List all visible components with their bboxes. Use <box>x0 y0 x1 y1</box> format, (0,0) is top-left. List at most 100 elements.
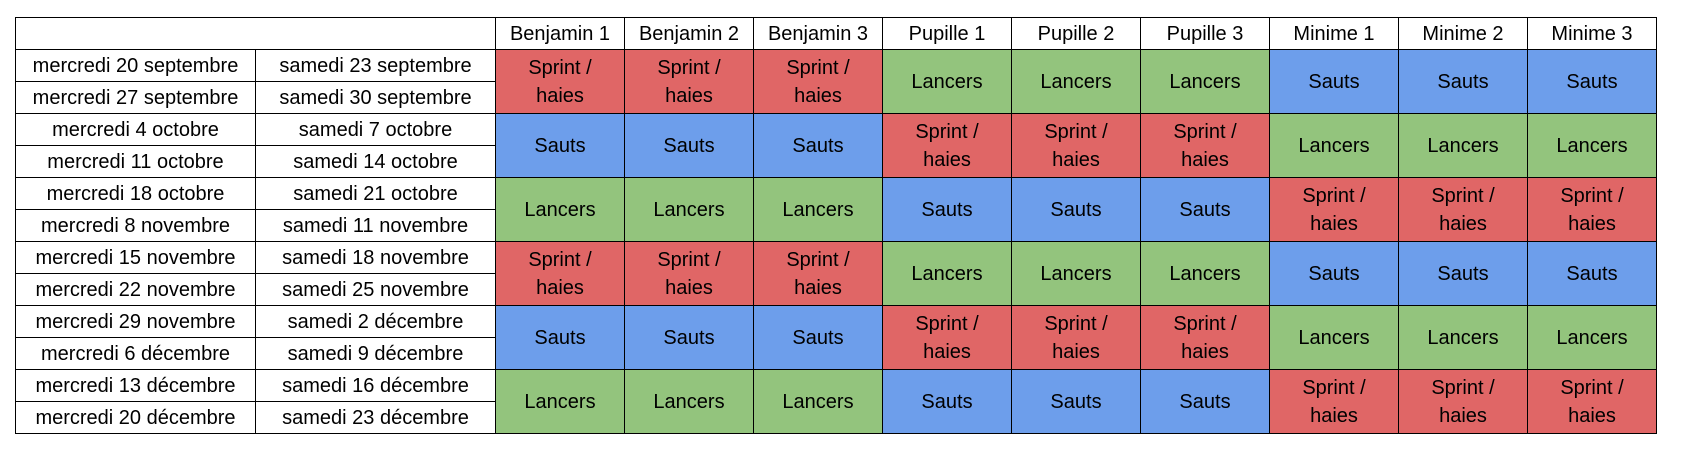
wednesday-date-cell: mercredi 4 octobre <box>15 113 256 146</box>
schedule-row: mercredi 6 décembre samedi 9 décembre <box>15 337 1657 370</box>
wednesday-date-cell: mercredi 22 novembre <box>15 273 256 306</box>
activity-cell: Sauts <box>1011 177 1141 242</box>
schedule-row: mercredi 20 décembre samedi 23 décembre <box>15 401 1657 434</box>
activity-cell: Sprint / haies <box>753 49 883 114</box>
saturday-date-cell: samedi 16 décembre <box>255 369 496 402</box>
activity-cell: Sauts <box>753 113 883 178</box>
group-header-cell: Benjamin 2 <box>624 17 754 50</box>
activity-cell: Sauts <box>1398 49 1528 114</box>
activity-cell: Sprint / haies <box>1269 369 1399 434</box>
activity-cell: Lancers <box>1011 49 1141 114</box>
saturday-date-cell: samedi 11 novembre <box>255 209 496 242</box>
saturday-date-cell: samedi 21 octobre <box>255 177 496 210</box>
saturday-date-cell: samedi 7 octobre <box>255 113 496 146</box>
activity-cell: Lancers <box>1140 49 1270 114</box>
activity-cell: Sprint / haies <box>495 49 625 114</box>
activity-cell: Sprint / haies <box>1398 369 1528 434</box>
activity-cell: Lancers <box>1140 241 1270 306</box>
schedule-body: mercredi 20 septembre samedi 23 septembre… <box>15 49 1657 434</box>
activity-cell: Lancers <box>495 369 625 434</box>
activity-cell: Sauts <box>882 177 1012 242</box>
saturday-date-cell: samedi 25 novembre <box>255 273 496 306</box>
activity-cell: Sprint / haies <box>1398 177 1528 242</box>
wednesday-date-cell: mercredi 11 octobre <box>15 145 256 178</box>
activity-cell: Lancers <box>882 49 1012 114</box>
activity-cell: Lancers <box>753 369 883 434</box>
activity-cell: Sauts <box>1140 369 1270 434</box>
activity-cell: Sauts <box>624 305 754 370</box>
saturday-date-cell: samedi 9 décembre <box>255 337 496 370</box>
schedule-row: mercredi 27 septembre samedi 30 septembre <box>15 81 1657 114</box>
activity-cell: Sprint / haies <box>624 49 754 114</box>
activity-cell: Sauts <box>1398 241 1528 306</box>
schedule-row: mercredi 18 octobre samedi 21 octobre Lanc… <box>15 177 1657 242</box>
activity-cell: Sauts <box>1011 369 1141 434</box>
activity-cell: Sauts <box>495 305 625 370</box>
schedule-row: mercredi 13 décembre samedi 16 décembre La… <box>15 369 1657 434</box>
activity-cell: Sprint / haies <box>882 305 1012 370</box>
activity-cell: Sauts <box>882 369 1012 434</box>
schedule-row: mercredi 15 novembre samedi 18 novembre Sp… <box>15 241 1657 306</box>
wednesday-date-cell: mercredi 27 septembre <box>15 81 256 114</box>
activity-cell: Sprint / haies <box>1527 177 1657 242</box>
saturday-date-cell: samedi 23 septembre <box>255 49 496 82</box>
activity-cell: Sauts <box>1140 177 1270 242</box>
wednesday-date-cell: mercredi 6 décembre <box>15 337 256 370</box>
activity-cell: Lancers <box>495 177 625 242</box>
saturday-date-cell: samedi 18 novembre <box>255 241 496 274</box>
wednesday-date-cell: mercredi 15 novembre <box>15 241 256 274</box>
wednesday-date-cell: mercredi 20 septembre <box>15 49 256 82</box>
activity-cell: Sprint / haies <box>1527 369 1657 434</box>
wednesday-date-cell: mercredi 18 octobre <box>15 177 256 210</box>
group-header-cell: Pupille 3 <box>1140 17 1270 50</box>
group-header-cell: Benjamin 3 <box>753 17 883 50</box>
activity-cell: Lancers <box>1398 305 1528 370</box>
schedule-row: mercredi 11 octobre samedi 14 octobre <box>15 145 1657 178</box>
activity-cell: Sprint / haies <box>624 241 754 306</box>
activity-cell: Sprint / haies <box>1011 113 1141 178</box>
activity-cell: Sprint / haies <box>1140 113 1270 178</box>
activity-cell: Lancers <box>1527 305 1657 370</box>
activity-cell: Sauts <box>1527 49 1657 114</box>
activity-cell: Lancers <box>1269 113 1399 178</box>
activity-cell: Sprint / haies <box>1140 305 1270 370</box>
activity-cell: Lancers <box>882 241 1012 306</box>
activity-cell: Sprint / haies <box>1011 305 1141 370</box>
schedule-row: mercredi 22 novembre samedi 25 novembre <box>15 273 1657 306</box>
activity-cell: Lancers <box>1269 305 1399 370</box>
schedule-row: mercredi 20 septembre samedi 23 septembre… <box>15 49 1657 114</box>
saturday-date-cell: samedi 30 septembre <box>255 81 496 114</box>
schedule-row: mercredi 29 novembre samedi 2 décembre Sau… <box>15 305 1657 370</box>
group-header-cell: Minime 1 <box>1269 17 1399 50</box>
group-header-cell: Pupille 2 <box>1011 17 1141 50</box>
activity-cell: Lancers <box>1527 113 1657 178</box>
group-header-cell: Minime 2 <box>1398 17 1528 50</box>
activity-cell: Sprint / haies <box>753 241 883 306</box>
activity-cell: Sauts <box>495 113 625 178</box>
group-header-cell: Minime 3 <box>1527 17 1657 50</box>
wednesday-date-cell: mercredi 29 novembre <box>15 305 256 338</box>
activity-cell: Sauts <box>624 113 754 178</box>
activity-cell: Sauts <box>1527 241 1657 306</box>
wednesday-date-cell: mercredi 13 décembre <box>15 369 256 402</box>
activity-cell: Lancers <box>753 177 883 242</box>
activity-cell: Lancers <box>1398 113 1528 178</box>
wednesday-date-cell: mercredi 20 décembre <box>15 401 256 434</box>
schedule-row: mercredi 8 novembre samedi 11 novembre <box>15 209 1657 242</box>
activity-cell: Sauts <box>753 305 883 370</box>
activity-cell: Sprint / haies <box>495 241 625 306</box>
activity-cell: Sauts <box>1269 49 1399 114</box>
corner-blank-cell <box>15 17 496 50</box>
saturday-date-cell: samedi 14 octobre <box>255 145 496 178</box>
activity-cell: Lancers <box>624 177 754 242</box>
group-header-cell: Pupille 1 <box>882 17 1012 50</box>
activity-cell: Lancers <box>1011 241 1141 306</box>
schedule-row: mercredi 4 octobre samedi 7 octobre Sauts S… <box>15 113 1657 178</box>
activity-cell: Sauts <box>1269 241 1399 306</box>
saturday-date-cell: samedi 2 décembre <box>255 305 496 338</box>
activity-cell: Sprint / haies <box>1269 177 1399 242</box>
wednesday-date-cell: mercredi 8 novembre <box>15 209 256 242</box>
activity-cell: Sprint / haies <box>882 113 1012 178</box>
